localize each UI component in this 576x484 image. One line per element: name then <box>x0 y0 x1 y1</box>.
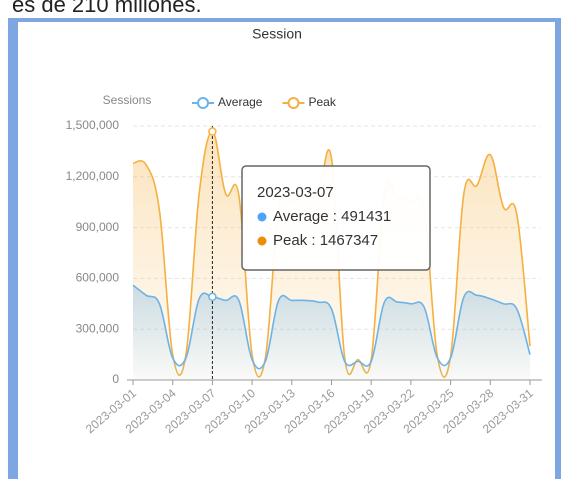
tooltip-value: 1467347 <box>320 232 378 249</box>
tooltip-box <box>241 165 431 271</box>
series-line <box>132 284 531 370</box>
y-tick-label: 1,500,000 <box>66 118 120 132</box>
tooltip-dot <box>257 236 267 246</box>
y-tick-label: 900,000 <box>76 220 120 234</box>
chart-title: Session <box>252 26 302 42</box>
tooltip-dot <box>257 212 267 222</box>
legend-marker <box>287 97 300 109</box>
tooltip-name: Peak <box>273 232 308 249</box>
y-tick-label: 0 <box>112 372 119 386</box>
y-tick-label: 600,000 <box>76 271 120 285</box>
tooltip-date: 2023-03-07 <box>257 184 334 201</box>
tooltip-name: Average <box>273 208 329 225</box>
tooltip: 2023-03-07 Average : 491431 Peak : 1467347 <box>241 165 431 271</box>
tooltip-row: Average : 491431 <box>273 208 391 225</box>
legend-label: Average <box>218 95 263 109</box>
cut-off-text: es de 210 millones. <box>12 0 202 17</box>
hover-marker <box>208 292 217 302</box>
y-axis-label: Sessions <box>103 93 152 107</box>
legend-label: Peak <box>308 95 336 109</box>
series-area <box>133 285 530 380</box>
hover-marker <box>208 127 217 136</box>
y-tick-label: 300,000 <box>76 321 120 335</box>
tooltip-separator: : <box>329 208 342 225</box>
tooltip-row: Peak : 1467347 <box>273 232 378 249</box>
tooltip-separator: : <box>307 232 320 249</box>
y-tick-label: 1,200,000 <box>66 169 120 183</box>
legend-marker <box>197 97 209 109</box>
tooltip-value: 491431 <box>341 208 391 225</box>
